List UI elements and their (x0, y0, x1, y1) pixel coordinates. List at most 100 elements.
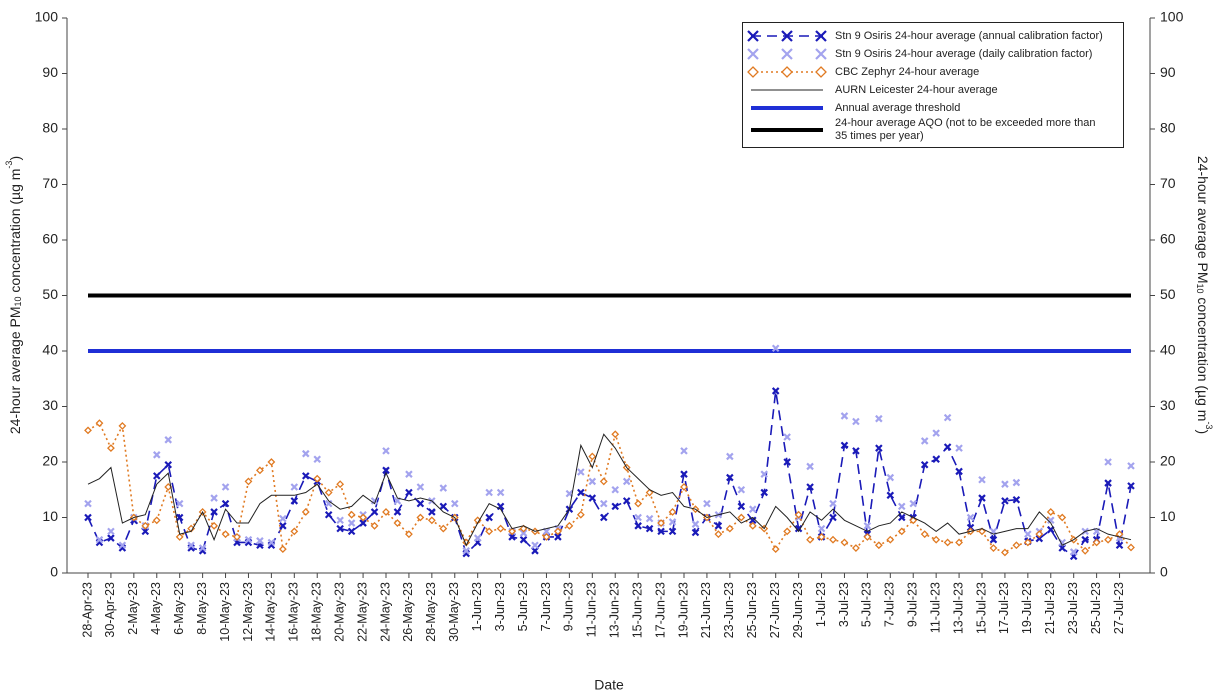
point-marker (634, 522, 642, 530)
point-marker (336, 480, 345, 489)
point-marker (588, 477, 597, 486)
y-tick-label: 0 (50, 564, 58, 580)
x-tick-label: 25-Jun-23 (745, 582, 759, 638)
point-marker (1012, 495, 1021, 504)
point-marker (439, 502, 448, 511)
point-marker (668, 518, 677, 526)
point-marker (84, 426, 92, 435)
point-marker (634, 513, 642, 522)
x-tick-label: 27-Jul-23 (1112, 582, 1126, 634)
point-marker (118, 541, 127, 550)
point-marker (1104, 458, 1112, 466)
point-marker (496, 524, 505, 533)
x-tick-label: 23-Jul-23 (1066, 582, 1080, 634)
point-marker (107, 534, 115, 542)
point-marker (806, 483, 814, 491)
point-marker (416, 483, 425, 491)
point-marker (301, 472, 310, 480)
point-marker (301, 508, 310, 516)
point-marker (680, 447, 688, 455)
point-marker (347, 510, 356, 519)
point-marker (840, 441, 849, 450)
point-marker (152, 451, 161, 459)
point-marker (1127, 462, 1135, 470)
legend-entry: CBC Zephyr 24-hour average (743, 63, 1123, 81)
point-marker (725, 524, 734, 533)
point-marker (737, 513, 746, 522)
y2-label-sup: -3 (1204, 421, 1214, 429)
legend-marker (747, 30, 759, 42)
point-marker (978, 475, 986, 484)
x-tick-label: 21-Jul-23 (1043, 582, 1057, 634)
point-marker (955, 538, 963, 547)
legend-swatch (747, 48, 827, 60)
point-marker (1046, 516, 1055, 525)
x-tick-label: 1-Jun-23 (470, 582, 484, 631)
legend-entry: AURN Leicester 24-hour average (743, 81, 1123, 99)
point-marker (187, 541, 195, 550)
point-marker (382, 466, 390, 475)
point-marker (301, 449, 310, 458)
legend-entry: Annual average threshold (743, 99, 1123, 117)
point-marker (771, 545, 780, 554)
point-marker (324, 499, 333, 508)
point-marker (290, 497, 299, 505)
point-marker (84, 513, 92, 522)
point-marker (955, 467, 963, 476)
point-marker (897, 502, 906, 511)
x-tick-label: 5-Jul-23 (860, 582, 874, 627)
point-marker (405, 470, 413, 478)
series-line (87, 421, 1132, 554)
point-marker (175, 533, 184, 541)
x-tick-label: 13-Jul-23 (951, 582, 965, 634)
point-marker (691, 528, 700, 537)
point-marker (485, 527, 494, 536)
point-marker (737, 502, 746, 511)
x-tick-label: 17-Jul-23 (997, 582, 1011, 634)
point-marker (233, 533, 241, 541)
y2-label-part: ) (1195, 429, 1211, 434)
point-marker (256, 466, 264, 475)
point-marker (771, 344, 780, 353)
legend-entry: Stn 9 Osiris 24-hour average (annual cal… (743, 27, 1123, 45)
y2-tick-label: 80 (1160, 120, 1176, 136)
y2-tick-label: 30 (1160, 397, 1176, 413)
x-tick-label: 16-May-23 (287, 582, 301, 642)
y-label-sup: -3 (4, 161, 14, 169)
x-tick-label: 29-Jun-23 (791, 582, 805, 638)
point-marker (95, 419, 104, 428)
point-marker (175, 499, 184, 508)
y2-label-part: concentration (µg m (1195, 294, 1211, 422)
point-marker (1092, 538, 1101, 547)
point-marker (852, 447, 860, 455)
point-marker (875, 444, 883, 452)
point-marker (221, 530, 230, 539)
y-tick-label: 70 (42, 175, 58, 191)
point-marker (1012, 541, 1021, 550)
point-marker (1012, 478, 1021, 487)
point-marker (943, 413, 952, 422)
legend-entry: Stn 9 Osiris 24-hour average (daily cali… (743, 45, 1123, 63)
point-marker (634, 499, 643, 508)
point-marker (279, 522, 287, 530)
point-marker (347, 527, 356, 536)
point-marker (164, 460, 173, 469)
point-marker (267, 538, 276, 547)
legend-swatch (751, 89, 823, 91)
point-marker (920, 437, 929, 445)
series-line (87, 433, 1132, 547)
x-tick-label: 7-Jul-23 (883, 582, 897, 627)
point-marker (576, 510, 585, 519)
x-tick-label: 22-May-23 (355, 582, 369, 642)
x-tick-label: 13-Jun-23 (608, 582, 622, 638)
point-marker (496, 488, 505, 497)
point-marker (1046, 508, 1055, 516)
point-marker (565, 521, 574, 530)
point-marker (817, 533, 826, 541)
x-tick-label: 5-Jun-23 (516, 582, 530, 631)
point-marker (920, 460, 929, 469)
y2-tick-label: 0 (1160, 564, 1168, 580)
point-marker (909, 499, 918, 508)
point-marker (290, 483, 299, 491)
